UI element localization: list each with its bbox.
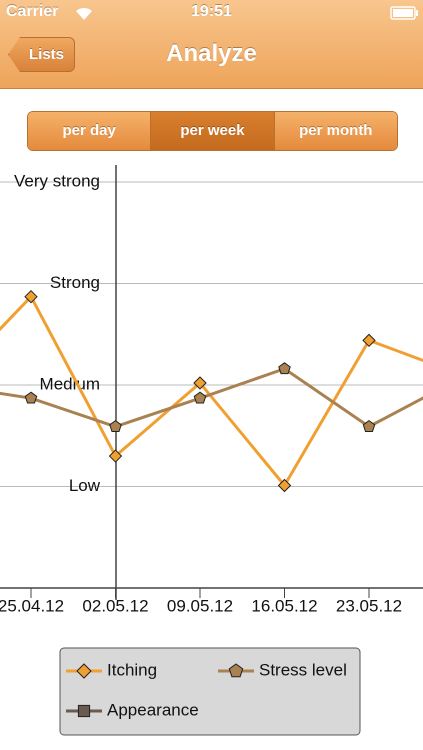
x-tick-label: 16.05.12 <box>251 596 317 615</box>
segmented-control: per day per week per month <box>27 111 398 151</box>
header: Carrier 19:51 Lists Analyze <box>0 0 423 89</box>
y-tick-label: Low <box>69 476 101 495</box>
plot <box>0 289 423 493</box>
data-point <box>277 478 292 493</box>
segment-button[interactable]: per day <box>28 112 151 150</box>
nav-title: Analyze <box>166 40 257 67</box>
carrier: Carrier <box>6 3 59 20</box>
data-point <box>278 362 291 375</box>
legend-box <box>59 647 361 736</box>
y-tick-label: Strong <box>50 273 100 292</box>
data-point <box>362 333 376 348</box>
wifi-icon <box>76 7 92 21</box>
legend-marker <box>76 663 92 679</box>
battery-icon <box>390 6 418 20</box>
legend-marker <box>228 663 244 678</box>
y-tick-label: Very strong <box>14 171 100 190</box>
legend-label: Stress level <box>259 660 347 679</box>
data-point <box>109 419 122 432</box>
segment-button[interactable]: per week <box>150 112 274 150</box>
data-point <box>108 449 123 463</box>
legend-marker <box>77 704 91 718</box>
data-point <box>362 419 376 432</box>
data-point <box>193 391 207 404</box>
y-tick-label: Medium <box>40 374 100 393</box>
legend-label: Itching <box>107 660 157 679</box>
segment-button[interactable]: per month <box>273 112 397 150</box>
x-tick-label: 09.05.12 <box>167 596 233 615</box>
data-point <box>193 376 207 390</box>
legend-label: Appearance <box>107 700 199 719</box>
clock: 19:51 <box>191 3 232 20</box>
x-tick-label: 02.05.12 <box>82 596 148 615</box>
x-tick-label: 25.04.12 <box>0 596 64 615</box>
back-button[interactable]: Lists <box>8 37 76 72</box>
x-tick-label: 23.05.12 <box>336 596 402 615</box>
data-point <box>24 289 38 304</box>
data-point <box>24 391 38 404</box>
